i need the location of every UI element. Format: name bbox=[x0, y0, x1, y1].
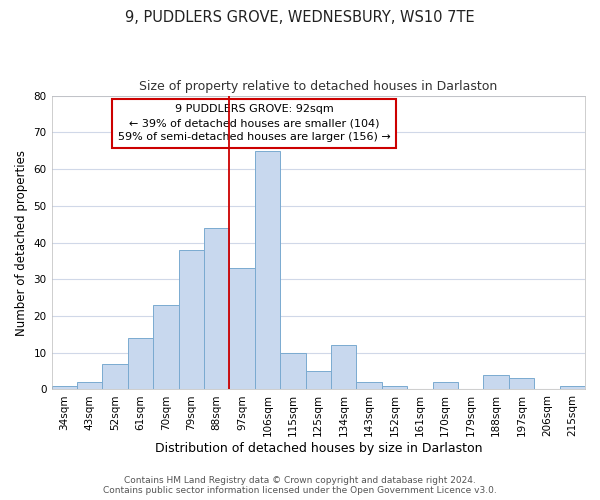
Bar bbox=[179, 250, 204, 390]
Bar bbox=[382, 386, 407, 390]
Bar bbox=[229, 268, 255, 390]
Bar bbox=[255, 150, 280, 390]
Text: 9, PUDDLERS GROVE, WEDNESBURY, WS10 7TE: 9, PUDDLERS GROVE, WEDNESBURY, WS10 7TE bbox=[125, 10, 475, 25]
Y-axis label: Number of detached properties: Number of detached properties bbox=[15, 150, 28, 336]
Text: Contains HM Land Registry data © Crown copyright and database right 2024.
Contai: Contains HM Land Registry data © Crown c… bbox=[103, 476, 497, 495]
Bar bbox=[77, 382, 103, 390]
Bar bbox=[509, 378, 534, 390]
Bar bbox=[560, 386, 585, 390]
X-axis label: Distribution of detached houses by size in Darlaston: Distribution of detached houses by size … bbox=[155, 442, 482, 455]
Bar bbox=[103, 364, 128, 390]
Bar bbox=[484, 375, 509, 390]
Bar bbox=[128, 338, 153, 390]
Bar bbox=[331, 346, 356, 390]
Bar bbox=[52, 386, 77, 390]
Bar bbox=[433, 382, 458, 390]
Title: Size of property relative to detached houses in Darlaston: Size of property relative to detached ho… bbox=[139, 80, 497, 93]
Bar bbox=[356, 382, 382, 390]
Bar bbox=[204, 228, 229, 390]
Bar bbox=[280, 352, 305, 390]
Bar bbox=[153, 305, 179, 390]
Text: 9 PUDDLERS GROVE: 92sqm
← 39% of detached houses are smaller (104)
59% of semi-d: 9 PUDDLERS GROVE: 92sqm ← 39% of detache… bbox=[118, 104, 391, 142]
Bar bbox=[305, 371, 331, 390]
